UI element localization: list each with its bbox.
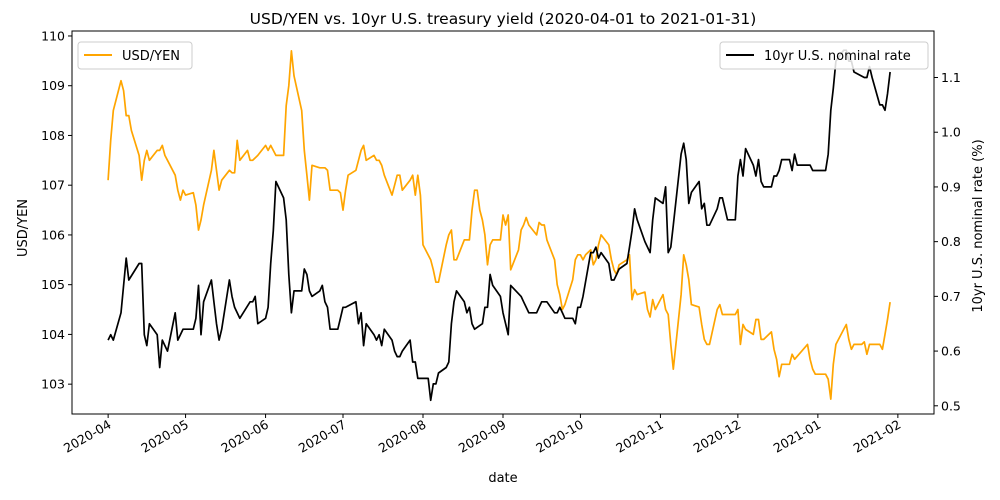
legend-rate: 10yr U.S. nominal rate bbox=[719, 41, 929, 70]
x-tick-label: 2020-09 bbox=[456, 417, 509, 456]
x-tick-label: 2021-01 bbox=[771, 417, 824, 456]
series-layer bbox=[107, 49, 891, 402]
y-right-tick-label: 0.7 bbox=[941, 289, 961, 304]
legend-usdyen: USD/YEN bbox=[77, 41, 193, 70]
chart-title: USD/YEN vs. 10yr U.S. treasury yield (20… bbox=[250, 10, 757, 28]
y-right-tick-label: 0.8 bbox=[941, 234, 961, 249]
y-axis-left: 103 104 105 106 107 108 109 110 bbox=[41, 28, 72, 392]
x-tick-label: 2020-06 bbox=[218, 417, 271, 456]
legend-box bbox=[719, 41, 929, 70]
y-left-tick-label: 109 bbox=[41, 78, 65, 93]
y-left-tick-label: 104 bbox=[41, 327, 65, 342]
x-tick-label: 2020-04 bbox=[61, 417, 114, 456]
series-line-rate bbox=[107, 49, 891, 402]
y-left-tick-label: 107 bbox=[41, 178, 65, 193]
y-right-tick-label: 0.9 bbox=[941, 179, 961, 194]
y-left-tick-label: 105 bbox=[41, 277, 65, 292]
y-left-tick-label: 106 bbox=[41, 227, 65, 242]
x-tick-label: 2020-05 bbox=[138, 417, 191, 456]
y-right-tick-label: 0.6 bbox=[941, 344, 961, 359]
x-tick-label: 2021-02 bbox=[851, 417, 904, 456]
y-left-tick-label: 110 bbox=[41, 28, 65, 43]
y-axis-left-label: USD/YEN bbox=[16, 199, 31, 257]
y-right-tick-label: 1.0 bbox=[941, 125, 961, 140]
y-right-tick-label: 0.5 bbox=[941, 398, 961, 413]
x-axis-label: date bbox=[488, 471, 517, 486]
x-tick-label: 2020-10 bbox=[533, 417, 586, 456]
x-tick-label: 2020-07 bbox=[296, 417, 349, 456]
x-tick-label: 2020-12 bbox=[691, 417, 744, 456]
y-left-tick-label: 108 bbox=[41, 128, 65, 143]
legend-label-usdyen: USD/YEN bbox=[122, 49, 180, 64]
legend-box bbox=[77, 41, 193, 70]
x-tick-label: 2020-08 bbox=[376, 417, 429, 456]
x-axis: 2020-04 2020-05 2020-06 2020-07 2020-08 2020-… bbox=[61, 414, 903, 456]
y-left-tick-label: 103 bbox=[41, 377, 65, 392]
y-axis-right-label: 10yr U.S. nominal rate (%) bbox=[971, 139, 986, 312]
y-axis-right: 0.5 0.6 0.7 0.8 0.9 1.0 1.1 bbox=[934, 70, 961, 413]
x-tick-label: 2020-11 bbox=[613, 417, 666, 456]
y-right-tick-label: 1.1 bbox=[941, 70, 961, 85]
legend-label-rate: 10yr U.S. nominal rate bbox=[764, 49, 911, 64]
series-line-usdyen bbox=[107, 50, 891, 400]
